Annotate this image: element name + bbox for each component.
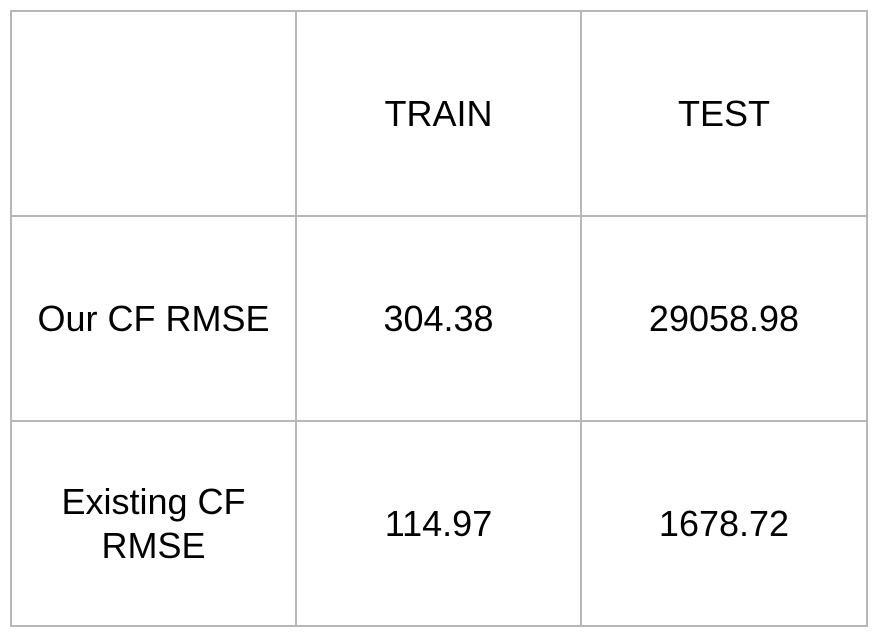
table-row: Existing CF RMSE 114.97 1678.72	[10, 420, 868, 627]
test-value-cell: 1678.72	[580, 420, 868, 627]
header-cell-train: TRAIN	[295, 10, 582, 217]
table-row: Our CF RMSE 304.38 29058.98	[10, 215, 868, 422]
results-table-container: TRAIN TEST Our CF RMSE 304.38 29058.98 E…	[10, 10, 868, 627]
header-cell-empty	[10, 10, 297, 217]
test-value-cell: 29058.98	[580, 215, 868, 422]
header-cell-test: TEST	[580, 10, 868, 217]
train-value-cell: 114.97	[295, 420, 582, 627]
rmse-results-table: TRAIN TEST Our CF RMSE 304.38 29058.98 E…	[10, 10, 868, 627]
header-row: TRAIN TEST	[10, 10, 868, 217]
row-label-cell: Our CF RMSE	[10, 215, 297, 422]
train-value-cell: 304.38	[295, 215, 582, 422]
row-label-cell: Existing CF RMSE	[10, 420, 297, 627]
